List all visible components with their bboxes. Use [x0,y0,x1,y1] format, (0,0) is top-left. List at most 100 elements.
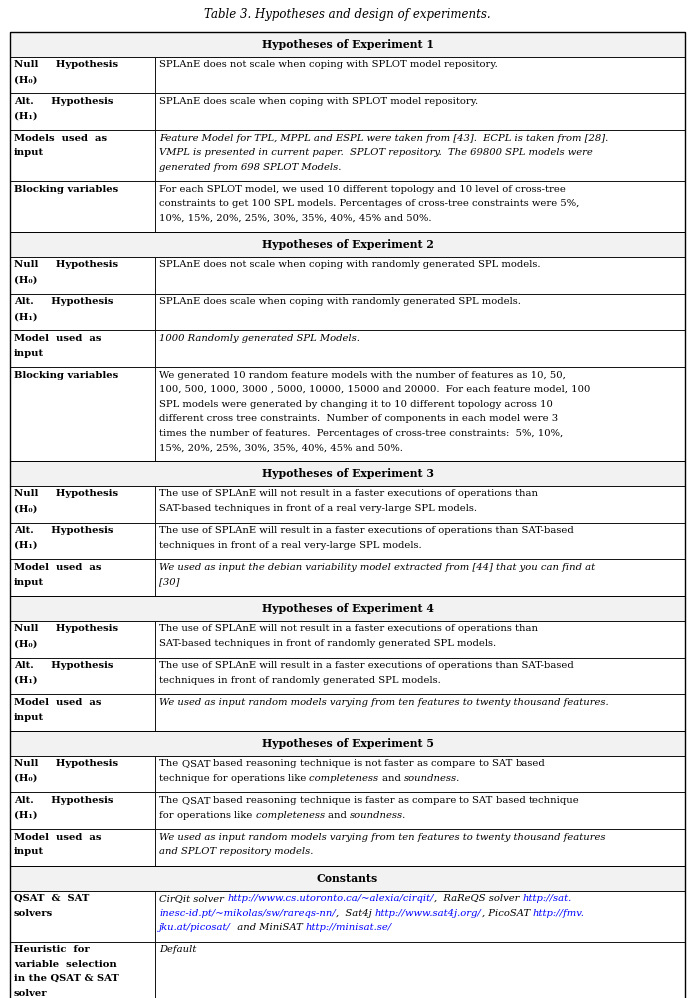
Text: 100, 500, 1000, 3000 , 5000, 10000, 15000 and 20000.  For each feature model, 10: 100, 500, 1000, 3000 , 5000, 10000, 1500… [159,385,591,394]
Bar [155,57,685,94]
Text: Heuristic  for: Heuristic for [14,945,90,954]
Bar [10,461,685,486]
Text: SPL models were generated by changing it to 10 different topology across 10: SPL models were generated by changing it… [159,399,553,408]
Text: QSAT  &  SAT: QSAT & SAT [14,894,90,903]
Text: Models  used  as: Models used as [14,134,107,143]
Text: like: like [288,774,309,783]
Text: Constants: Constants [317,872,378,883]
Text: SPLAnE does scale when coping with SPLOT model repository.: SPLAnE does scale when coping with SPLOT… [159,97,478,106]
Text: The: The [159,759,181,768]
Text: 1000 Randomly generated SPL Models.: 1000 Randomly generated SPL Models. [159,334,360,343]
Text: SAT-based techniques in front of randomly generated SPL models.: SAT-based techniques in front of randoml… [159,639,496,648]
Text: (H₁): (H₁) [14,312,38,321]
Text: compare: compare [411,795,459,804]
Text: input: input [14,348,44,357]
Text: for: for [159,810,177,819]
Bar [155,755,685,792]
Text: soundness.: soundness. [350,810,406,819]
Bar [10,130,155,182]
Text: and: and [382,774,404,783]
Text: Feature Model for TPL, MPPL and ESPL were taken from [43].  ECPL is taken from [: Feature Model for TPL, MPPL and ESPL wer… [159,134,608,143]
Text: (H₀): (H₀) [14,275,38,284]
Text: Blocking variables: Blocking variables [14,185,118,194]
Text: variable  selection: variable selection [14,960,117,969]
Text: The: The [159,795,181,804]
Text: Null     Hypothesis: Null Hypothesis [14,489,118,498]
Text: times the number of features.  Percentages of cross-tree constraints:  5%, 10%,: times the number of features. Percentage… [159,429,564,438]
Text: operations: operations [231,774,288,783]
Text: different cross tree constraints.  Number of components in each model were 3: different cross tree constraints. Number… [159,414,558,423]
Text: solvers: solvers [14,909,54,918]
Text: and MiniSAT: and MiniSAT [231,923,306,932]
Text: is: is [354,795,365,804]
Bar [155,367,685,461]
Text: Hypotheses of Experiment 2: Hypotheses of Experiment 2 [261,240,434,250]
Text: solver: solver [14,989,48,998]
Bar [10,941,155,998]
Text: Default: Default [159,945,197,954]
Text: SPLAnE does not scale when coping with randomly generated SPL models.: SPLAnE does not scale when coping with r… [159,260,541,269]
Bar [10,658,155,695]
Text: compare: compare [432,759,479,768]
Text: not: not [365,759,384,768]
Text: input: input [14,578,44,587]
Text: For each SPLOT model, we used 10 different topology and 10 level of cross-tree: For each SPLOT model, we used 10 differe… [159,185,566,194]
Text: SAT-based techniques in front of a real very-large SPL models.: SAT-based techniques in front of a real … [159,504,477,513]
Text: ,  RaReQS solver: , RaReQS solver [434,894,522,903]
Text: Hypotheses of Experiment 5: Hypotheses of Experiment 5 [261,738,434,748]
Text: operations: operations [177,810,234,819]
Text: (H₀): (H₀) [14,639,38,648]
Bar [10,890,155,941]
Text: input: input [14,847,44,856]
Text: Model  used  as: Model used as [14,334,101,343]
Text: and SPLOT repository models.: and SPLOT repository models. [159,847,313,856]
Text: Alt.     Hypothesis: Alt. Hypothesis [14,97,113,106]
Text: SPLAnE does not scale when coping with SPLOT model repository.: SPLAnE does not scale when coping with S… [159,60,498,69]
Text: http://www.sat4j.org/: http://www.sat4j.org/ [375,909,482,918]
Text: (H₀): (H₀) [14,774,38,783]
Bar [10,829,155,866]
Text: constraints to get 100 SPL models. Percentages of cross-tree constraints were 5%: constraints to get 100 SPL models. Perce… [159,200,580,209]
Bar [155,330,685,367]
Text: (H₁): (H₁) [14,541,38,550]
Text: technique: technique [300,759,354,768]
Text: generated from 698 SPLOT Models.: generated from 698 SPLOT Models. [159,163,341,172]
Text: input: input [14,149,44,158]
Bar [10,486,155,523]
Bar [155,658,685,695]
Text: and: and [328,810,350,819]
Text: Hypotheses of Experiment 3: Hypotheses of Experiment 3 [261,468,434,479]
Text: inesc-id.pt/~mikolas/sw/rareqs-nn/: inesc-id.pt/~mikolas/sw/rareqs-nn/ [159,909,336,918]
Text: 10%, 15%, 20%, 25%, 30%, 35%, 40%, 45% and 50%.: 10%, 15%, 20%, 25%, 30%, 35%, 40%, 45% a… [159,215,432,224]
Bar [10,560,155,596]
Bar [10,256,155,293]
Bar [10,57,155,94]
Bar [10,367,155,461]
Text: We used as input the debian variability model extracted from [44] that you can f: We used as input the debian variability … [159,563,595,572]
Bar [155,890,685,941]
Text: like: like [234,810,256,819]
Text: technique: technique [300,795,354,804]
Text: (H₁): (H₁) [14,676,38,685]
Bar [10,233,685,256]
Text: We used as input random models varying from ten features to twenty thousand feat: We used as input random models varying f… [159,698,609,707]
Text: Null     Hypothesis: Null Hypothesis [14,60,118,69]
Bar [10,596,685,621]
Text: as: as [398,795,411,804]
Text: The use of SPLAnE will not result in a faster executions of operations than: The use of SPLAnE will not result in a f… [159,625,538,634]
Text: QSAT: QSAT [181,795,213,804]
Text: techniques in front of randomly generated SPL models.: techniques in front of randomly generate… [159,676,441,685]
Text: Hypotheses of Experiment 1: Hypotheses of Experiment 1 [261,39,434,50]
Text: The use of SPLAnE will not result in a faster executions of operations than: The use of SPLAnE will not result in a f… [159,489,538,498]
Text: Null     Hypothesis: Null Hypothesis [14,625,118,634]
Bar [155,792,685,829]
Bar [10,621,155,658]
Bar [155,256,685,293]
Bar [155,486,685,523]
Bar [155,560,685,596]
Text: The use of SPLAnE will result in a faster executions of operations than SAT-base: The use of SPLAnE will result in a faste… [159,661,574,670]
Bar [10,523,155,560]
Text: Hypotheses of Experiment 4: Hypotheses of Experiment 4 [261,603,434,614]
Text: QSAT: QSAT [181,759,213,768]
Text: (H₁): (H₁) [14,810,38,819]
